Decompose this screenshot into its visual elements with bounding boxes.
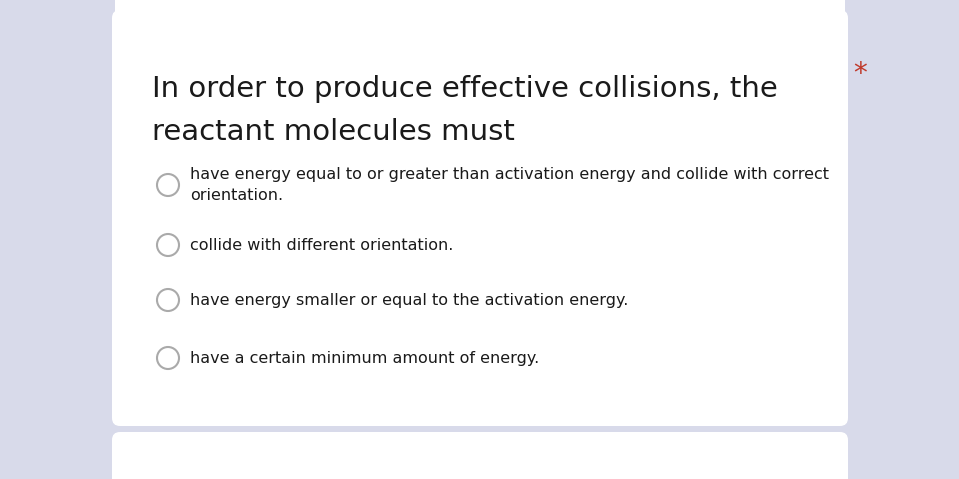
Ellipse shape	[157, 174, 179, 196]
Text: have energy smaller or equal to the activation energy.: have energy smaller or equal to the acti…	[190, 293, 628, 308]
Text: *: *	[854, 60, 867, 88]
FancyBboxPatch shape	[115, 0, 845, 25]
Ellipse shape	[157, 234, 179, 256]
Text: reactant molecules must: reactant molecules must	[152, 118, 515, 146]
FancyBboxPatch shape	[112, 10, 848, 426]
Text: In order to produce effective collisions, the: In order to produce effective collisions…	[152, 75, 778, 103]
FancyBboxPatch shape	[112, 432, 848, 479]
Text: collide with different orientation.: collide with different orientation.	[190, 238, 454, 252]
Text: have energy equal to or greater than activation energy and collide with correct
: have energy equal to or greater than act…	[190, 167, 829, 203]
Ellipse shape	[157, 289, 179, 311]
Ellipse shape	[157, 347, 179, 369]
Text: have a certain minimum amount of energy.: have a certain minimum amount of energy.	[190, 351, 539, 365]
